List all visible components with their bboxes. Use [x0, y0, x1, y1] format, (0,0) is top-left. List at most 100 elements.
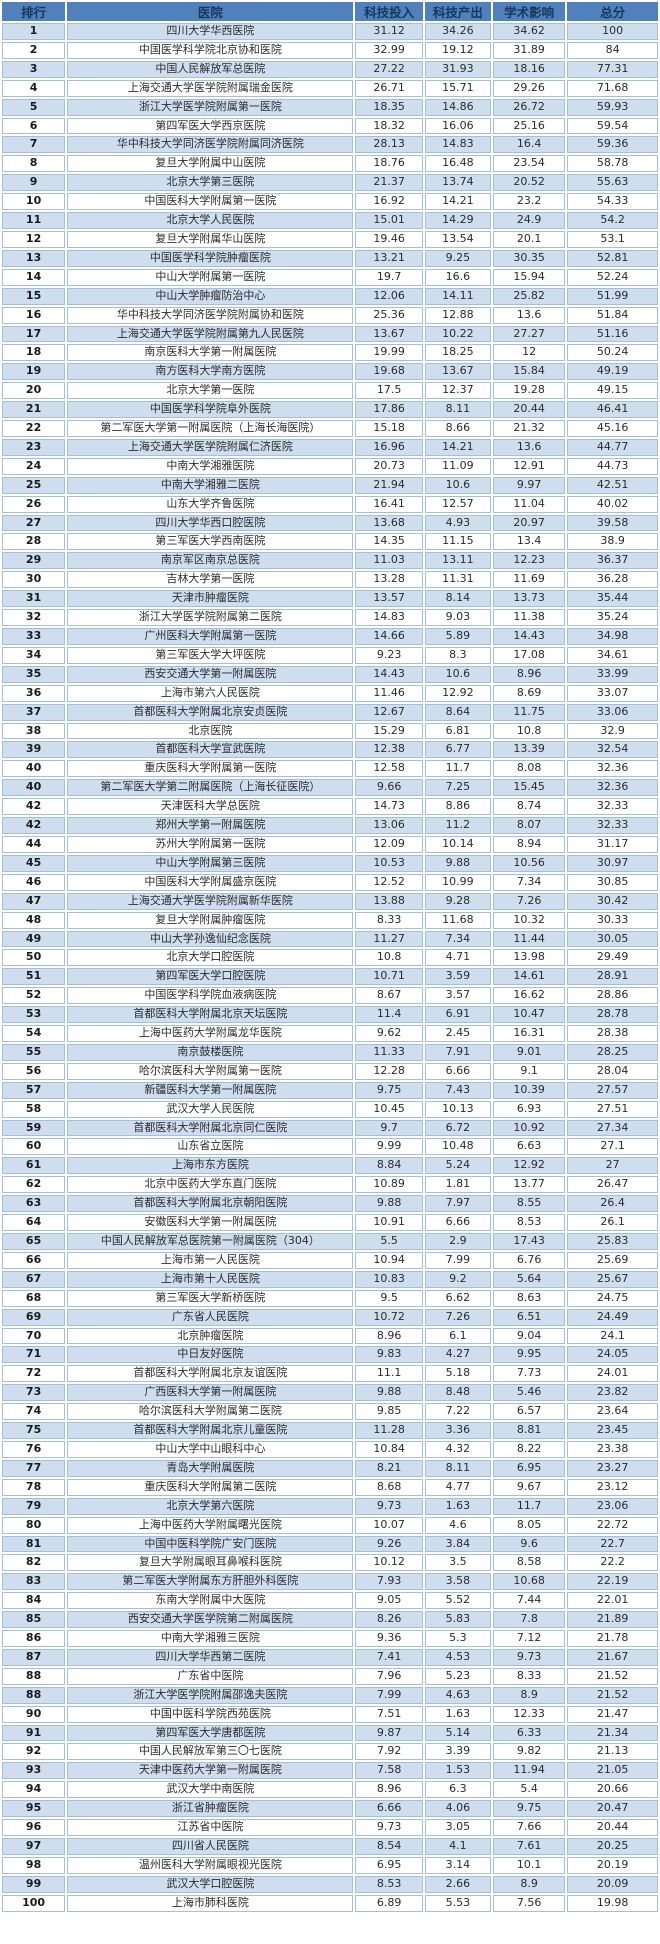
table-row: 31 天津市肿瘤医院 13.57 8.14 13.73 35.44	[2, 590, 658, 608]
hospital-name-cell: 上海交通大学医学院附属第九人民医院	[67, 325, 354, 343]
table-row: 42 郑州大学第一附属医院 13.06 11.2 8.07 32.33	[2, 817, 658, 834]
hospital-name-cell: 中国医科大学附属盛京医院	[67, 873, 354, 891]
sci-tech-invest-cell: 7.58	[355, 1762, 423, 1780]
table-row: 40 第二军医大学第二附属医院（上海长征医院） 9.66 7.25 15.45 32.36	[2, 779, 658, 797]
academic-impact-cell: 11.69	[492, 571, 566, 589]
sci-tech-output-cell: 4.71	[424, 949, 491, 967]
academic-impact-cell: 34.62	[492, 23, 566, 40]
hospital-name-cell: 中国人民解放军总医院	[67, 60, 354, 78]
sci-tech-invest-cell: 10.94	[355, 1251, 423, 1269]
sci-tech-invest-cell: 9.26	[355, 1535, 423, 1553]
sci-tech-invest-cell: 12.67	[355, 703, 423, 721]
academic-impact-cell: 20.44	[492, 401, 566, 419]
table-row: 99 武汉大学口腔医院 8.53 2.66 8.9 20.09	[2, 1875, 658, 1893]
sci-tech-output-cell: 14.21	[424, 438, 491, 456]
rank-cell: 14	[2, 268, 66, 286]
total-score-cell: 35.44	[567, 590, 658, 608]
sci-tech-output-cell: 4.77	[424, 1478, 491, 1496]
hospital-name-cell: 中国人民解放军第三〇七医院	[67, 1743, 354, 1761]
sci-tech-output-cell: 5.14	[424, 1724, 491, 1742]
sci-tech-output-cell: 6.72	[424, 1119, 491, 1137]
table-row: 58 武汉大学人民医院 10.45 10.13 6.93 27.51	[2, 1100, 658, 1118]
academic-impact-cell: 9.6	[492, 1535, 566, 1553]
rank-cell: 7	[2, 136, 66, 154]
hospital-name-cell: 上海市肺科医院	[67, 1894, 354, 1912]
sci-tech-invest-cell: 9.36	[355, 1630, 423, 1647]
sci-tech-invest-cell: 13.68	[355, 514, 423, 532]
table-row: 66 上海市第一人民医院 10.94 7.99 6.76 25.69	[2, 1251, 658, 1269]
sci-tech-invest-cell: 6.89	[355, 1894, 423, 1912]
sci-tech-output-cell: 11.09	[424, 457, 491, 475]
academic-impact-cell: 17.43	[492, 1233, 566, 1250]
total-score-cell: 23.38	[567, 1440, 658, 1458]
table-row: 17 上海交通大学医学院附属第九人民医院 13.67 10.22 27.27 51.16	[2, 325, 658, 343]
hospital-name-cell: 天津市肿瘤医院	[67, 590, 354, 608]
table-row: 60 山东省立医院 9.99 10.48 6.63 27.1	[2, 1138, 658, 1156]
sci-tech-invest-cell: 11.46	[355, 684, 423, 702]
rank-cell: 40	[2, 779, 66, 797]
academic-impact-cell: 6.57	[492, 1403, 566, 1421]
hospital-name-cell: 中国医学科学院阜外医院	[67, 401, 354, 419]
hospital-name-cell: 中日友好医院	[67, 1346, 354, 1364]
academic-impact-cell: 7.8	[492, 1611, 566, 1629]
rank-cell: 38	[2, 722, 66, 740]
rank-cell: 48	[2, 911, 66, 929]
sci-tech-output-cell: 13.11	[424, 552, 491, 570]
sci-tech-output-cell: 1.53	[424, 1762, 491, 1780]
hospital-name-cell: 第二军医大学第一附属医院（上海长海医院）	[67, 420, 354, 437]
table-row: 8 复旦大学附属中山医院 18.76 16.48 23.54 58.78	[2, 155, 658, 173]
hospital-name-cell: 北京大学第三医院	[67, 174, 354, 192]
academic-impact-cell: 13.98	[492, 949, 566, 967]
table-row: 65 中国人民解放军总医院第一附属医院（304） 5.5 2.9 17.43 25.83	[2, 1233, 658, 1250]
table-row: 36 上海市第六人民医院 11.46 12.92 8.69 33.07	[2, 684, 658, 702]
sci-tech-output-cell: 13.67	[424, 363, 491, 381]
hospital-name-cell: 第三军医大学新桥医院	[67, 1289, 354, 1307]
hospital-name-cell: 四川省人民医院	[67, 1838, 354, 1855]
hospital-name-cell: 哈尔滨医科大学附属第二医院	[67, 1403, 354, 1421]
total-score-cell: 27.51	[567, 1100, 658, 1118]
rank-cell: 59	[2, 1119, 66, 1137]
sci-tech-output-cell: 6.77	[424, 741, 491, 759]
academic-impact-cell: 16.62	[492, 987, 566, 1005]
table-row: 25 中南大学湘雅二医院 21.94 10.6 9.97 42.51	[2, 476, 658, 494]
total-score-cell: 24.49	[567, 1308, 658, 1326]
sci-tech-invest-cell: 12.58	[355, 760, 423, 778]
sci-tech-invest-cell: 19.68	[355, 363, 423, 381]
total-score-cell: 20.66	[567, 1781, 658, 1799]
sci-tech-output-cell: 8.14	[424, 590, 491, 608]
sci-tech-output-cell: 1.63	[424, 1705, 491, 1723]
total-score-cell: 21.52	[567, 1686, 658, 1704]
sci-tech-output-cell: 4.27	[424, 1346, 491, 1364]
sci-tech-output-cell: 4.53	[424, 1648, 491, 1666]
sci-tech-invest-cell: 10.8	[355, 949, 423, 967]
total-score-cell: 54.33	[567, 193, 658, 211]
sci-tech-output-cell: 6.91	[424, 1006, 491, 1024]
rank-cell: 69	[2, 1308, 66, 1326]
academic-impact-cell: 5.64	[492, 1270, 566, 1288]
sci-tech-output-cell: 5.18	[424, 1365, 491, 1383]
sci-tech-invest-cell: 10.72	[355, 1308, 423, 1326]
hospital-name-cell: 上海市东方医院	[67, 1157, 354, 1175]
sci-tech-invest-cell: 9.5	[355, 1289, 423, 1307]
sci-tech-invest-cell: 15.18	[355, 420, 423, 437]
rank-cell: 95	[2, 1800, 66, 1818]
hospital-name-cell: 重庆医科大学附属第一医院	[67, 760, 354, 778]
rank-cell: 17	[2, 325, 66, 343]
table-row: 90 中国中医科学院西苑医院 7.51 1.63 12.33 21.47	[2, 1705, 658, 1723]
hospital-name-cell: 浙江大学医学院附属第一医院	[67, 98, 354, 116]
rank-cell: 52	[2, 987, 66, 1005]
total-score-cell: 32.33	[567, 798, 658, 816]
hospital-name-cell: 青岛大学附属医院	[67, 1459, 354, 1477]
sci-tech-output-cell: 8.3	[424, 646, 491, 664]
rank-cell: 82	[2, 1554, 66, 1572]
total-score-cell: 27	[567, 1157, 658, 1175]
academic-impact-cell: 7.44	[492, 1592, 566, 1610]
table-row: 95 浙江省肿瘤医院 6.66 4.06 9.75 20.47	[2, 1800, 658, 1818]
table-row: 39 首都医科大学宣武医院 12.38 6.77 13.39 32.54	[2, 741, 658, 759]
hospital-name-cell: 中山大学肿瘤防治中心	[67, 287, 354, 305]
table-row: 18 南京医科大学第一附属医院 19.99 18.25 12 50.24	[2, 344, 658, 362]
total-score-cell: 77.31	[567, 60, 658, 78]
rank-cell: 68	[2, 1289, 66, 1307]
sci-tech-invest-cell: 28.13	[355, 136, 423, 154]
sci-tech-output-cell: 12.88	[424, 306, 491, 324]
